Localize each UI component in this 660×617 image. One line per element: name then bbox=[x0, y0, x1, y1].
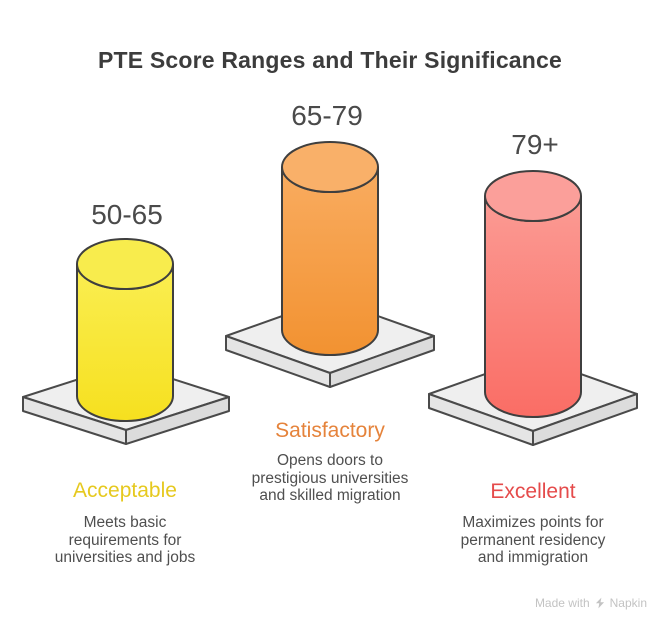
cylinder-body bbox=[484, 195, 582, 418]
category-label-excellent: Excellent bbox=[490, 480, 576, 503]
range-label-satisfactory: 65-79 bbox=[291, 100, 363, 131]
category-label-acceptable: Acceptable bbox=[73, 479, 177, 502]
description-line: Maximizes points for bbox=[462, 514, 604, 531]
pedestal-right-face bbox=[532, 393, 638, 446]
category-description-excellent: Maximizes points for permanent residency… bbox=[433, 514, 633, 567]
description-line: requirements for bbox=[68, 531, 182, 549]
pedestal-excellent bbox=[428, 356, 638, 446]
range-label-acceptable: 50-65 bbox=[91, 199, 163, 230]
description-line: Opens doors to bbox=[277, 452, 383, 469]
description-line: universities and jobs bbox=[54, 549, 196, 566]
description-line: Meets basic bbox=[83, 514, 167, 531]
cylinder-top bbox=[76, 238, 174, 290]
napkin-logo-icon bbox=[595, 597, 604, 609]
pedestal-right-face bbox=[125, 396, 230, 445]
description-line: and immigration bbox=[477, 549, 589, 566]
description-line: and skilled migration bbox=[259, 487, 401, 504]
cylinder-top bbox=[484, 170, 582, 222]
category-label-satisfactory: Satisfactory bbox=[275, 419, 385, 442]
cylinder-top bbox=[281, 141, 379, 193]
category-description-satisfactory: Opens doors to prestigious universities … bbox=[230, 452, 430, 505]
page-title: PTE Score Ranges and Their Significance bbox=[97, 47, 563, 73]
watermark-brand: Napkin bbox=[609, 596, 647, 610]
cylinder-body bbox=[281, 166, 379, 356]
cylinder-acceptable bbox=[76, 238, 174, 422]
pedestal-right-face bbox=[329, 335, 435, 388]
watermark: Made with Napkin bbox=[535, 596, 647, 610]
cylinder-satisfactory bbox=[281, 141, 379, 356]
range-label-excellent: 79+ bbox=[511, 129, 559, 160]
category-description-acceptable: Meets basic requirements for universitie… bbox=[25, 514, 225, 567]
description-line: permanent residency bbox=[460, 531, 606, 549]
description-line: prestigious universities bbox=[251, 469, 409, 487]
watermark-prefix: Made with bbox=[534, 596, 590, 610]
cylinder-excellent bbox=[484, 170, 582, 418]
